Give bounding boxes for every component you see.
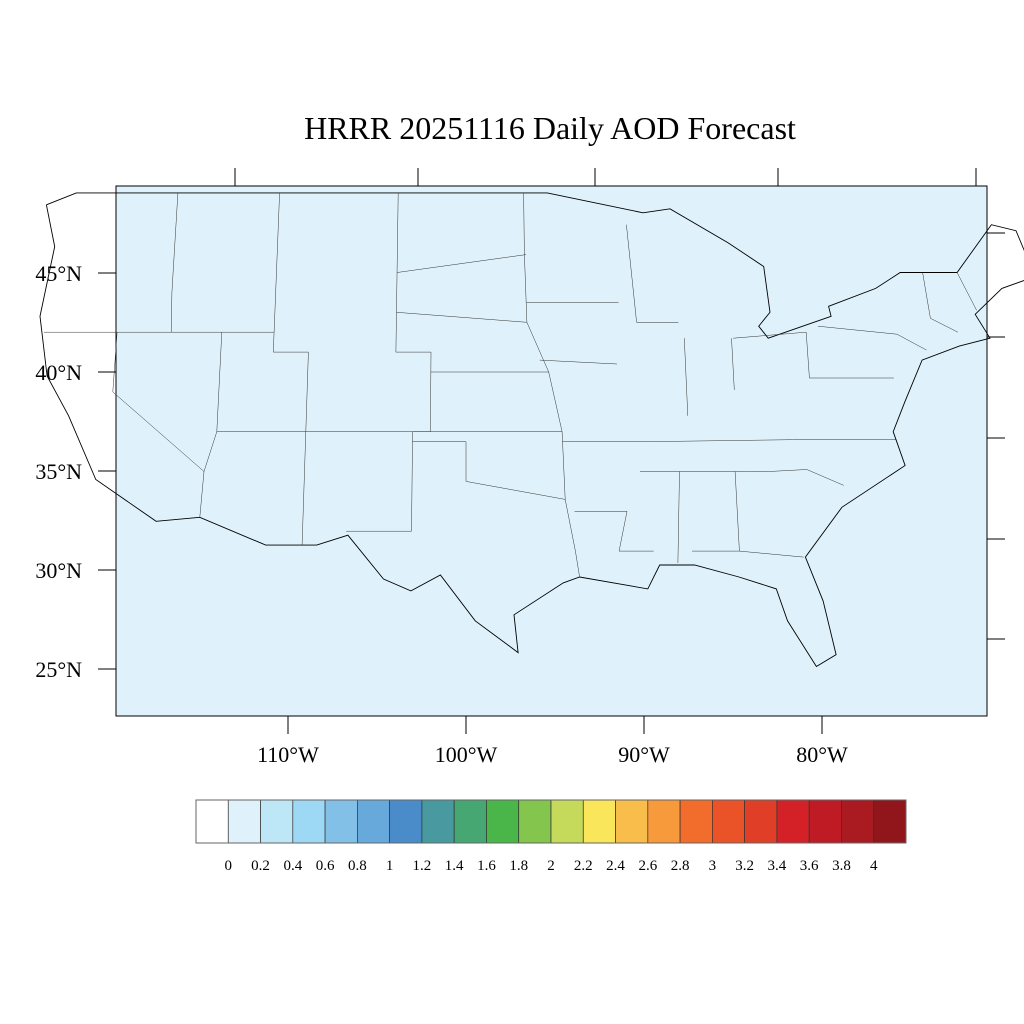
colorbar-swatch: [518, 799, 552, 844]
colorbar-label: 2: [547, 858, 555, 874]
colorbar-swatch: [808, 799, 842, 844]
colorbar-label: 0.2: [251, 858, 270, 874]
colorbar-label: 1: [386, 858, 394, 874]
lat-label: 45°N: [35, 261, 82, 286]
colorbar-label: 3.6: [800, 858, 819, 874]
latitude-labels: 45°N 40°N 35°N 30°N 25°N: [35, 261, 82, 682]
colorbar-label: 2.4: [606, 858, 625, 874]
colorbar-swatch: [647, 799, 681, 844]
colorbar-swatch: [260, 799, 294, 844]
map-plot-area: [115, 185, 988, 717]
colorbar-label: 3.2: [735, 858, 754, 874]
lat-label: 40°N: [35, 360, 82, 385]
colorbar-label: 1.4: [445, 858, 464, 874]
colorbar-label: 0.4: [283, 858, 302, 874]
lat-label: 25°N: [35, 657, 82, 682]
colorbar-swatch: [744, 799, 778, 844]
colorbar-swatch: [227, 799, 261, 844]
colorbar-swatch: [615, 799, 649, 844]
colorbar-label: 1.8: [509, 858, 528, 874]
colorbar-swatch: [421, 799, 455, 844]
longitude-labels: 110°W 100°W 90°W 80°W: [257, 742, 848, 767]
colorbar-label: 3: [709, 858, 717, 874]
colorbar-swatch: [292, 799, 326, 844]
lon-label: 100°W: [435, 742, 498, 767]
colorbar-label: 3.8: [832, 858, 851, 874]
lat-label: 30°N: [35, 558, 82, 583]
colorbar-swatch: [776, 799, 810, 844]
colorbar-frame: [195, 799, 907, 844]
colorbar-label: 2.6: [638, 858, 657, 874]
colorbar-swatch: [357, 799, 390, 844]
colorbar-swatch: [582, 799, 616, 844]
lon-label: 80°W: [796, 742, 848, 767]
colorbar-label: 2.2: [574, 858, 593, 874]
colorbar-swatch: [453, 799, 487, 844]
colorbar-swatch: [679, 799, 713, 844]
colorbar-swatch: [195, 799, 229, 844]
state-borders: [43, 192, 977, 578]
colorbar-label: 0.6: [316, 858, 335, 874]
colorbar-swatch: [873, 799, 907, 844]
colorbar-label: 0: [225, 858, 233, 874]
colorbar-swatch: [550, 799, 584, 844]
colorbar-swatch: [486, 799, 520, 844]
colorbar-label: 3.4: [768, 858, 787, 874]
colorbar-label: 1.2: [413, 858, 432, 874]
colorbar-swatch: [712, 799, 745, 844]
lon-label: 110°W: [257, 742, 319, 767]
colorbar-label: 2.8: [671, 858, 690, 874]
colorbar: 0 0.2 0.4 0.6 0.8 1 1.2 1.4 1.6 1.8 2 2.2 2.4 2.6 2.8 3…: [195, 799, 907, 874]
map-title: HRRR 20251116 Daily AOD Forecast: [304, 110, 796, 146]
colorbar-label: 4: [870, 858, 878, 874]
colorbar-label: 1.6: [477, 858, 496, 874]
colorbar-swatch: [841, 799, 875, 844]
axis-ticks: [98, 168, 1005, 734]
colorbar-swatch: [324, 799, 358, 844]
lon-label: 90°W: [618, 742, 670, 767]
colorbar-swatch: [389, 799, 423, 844]
lat-label: 35°N: [35, 459, 82, 484]
colorbar-label: 0.8: [348, 858, 367, 874]
